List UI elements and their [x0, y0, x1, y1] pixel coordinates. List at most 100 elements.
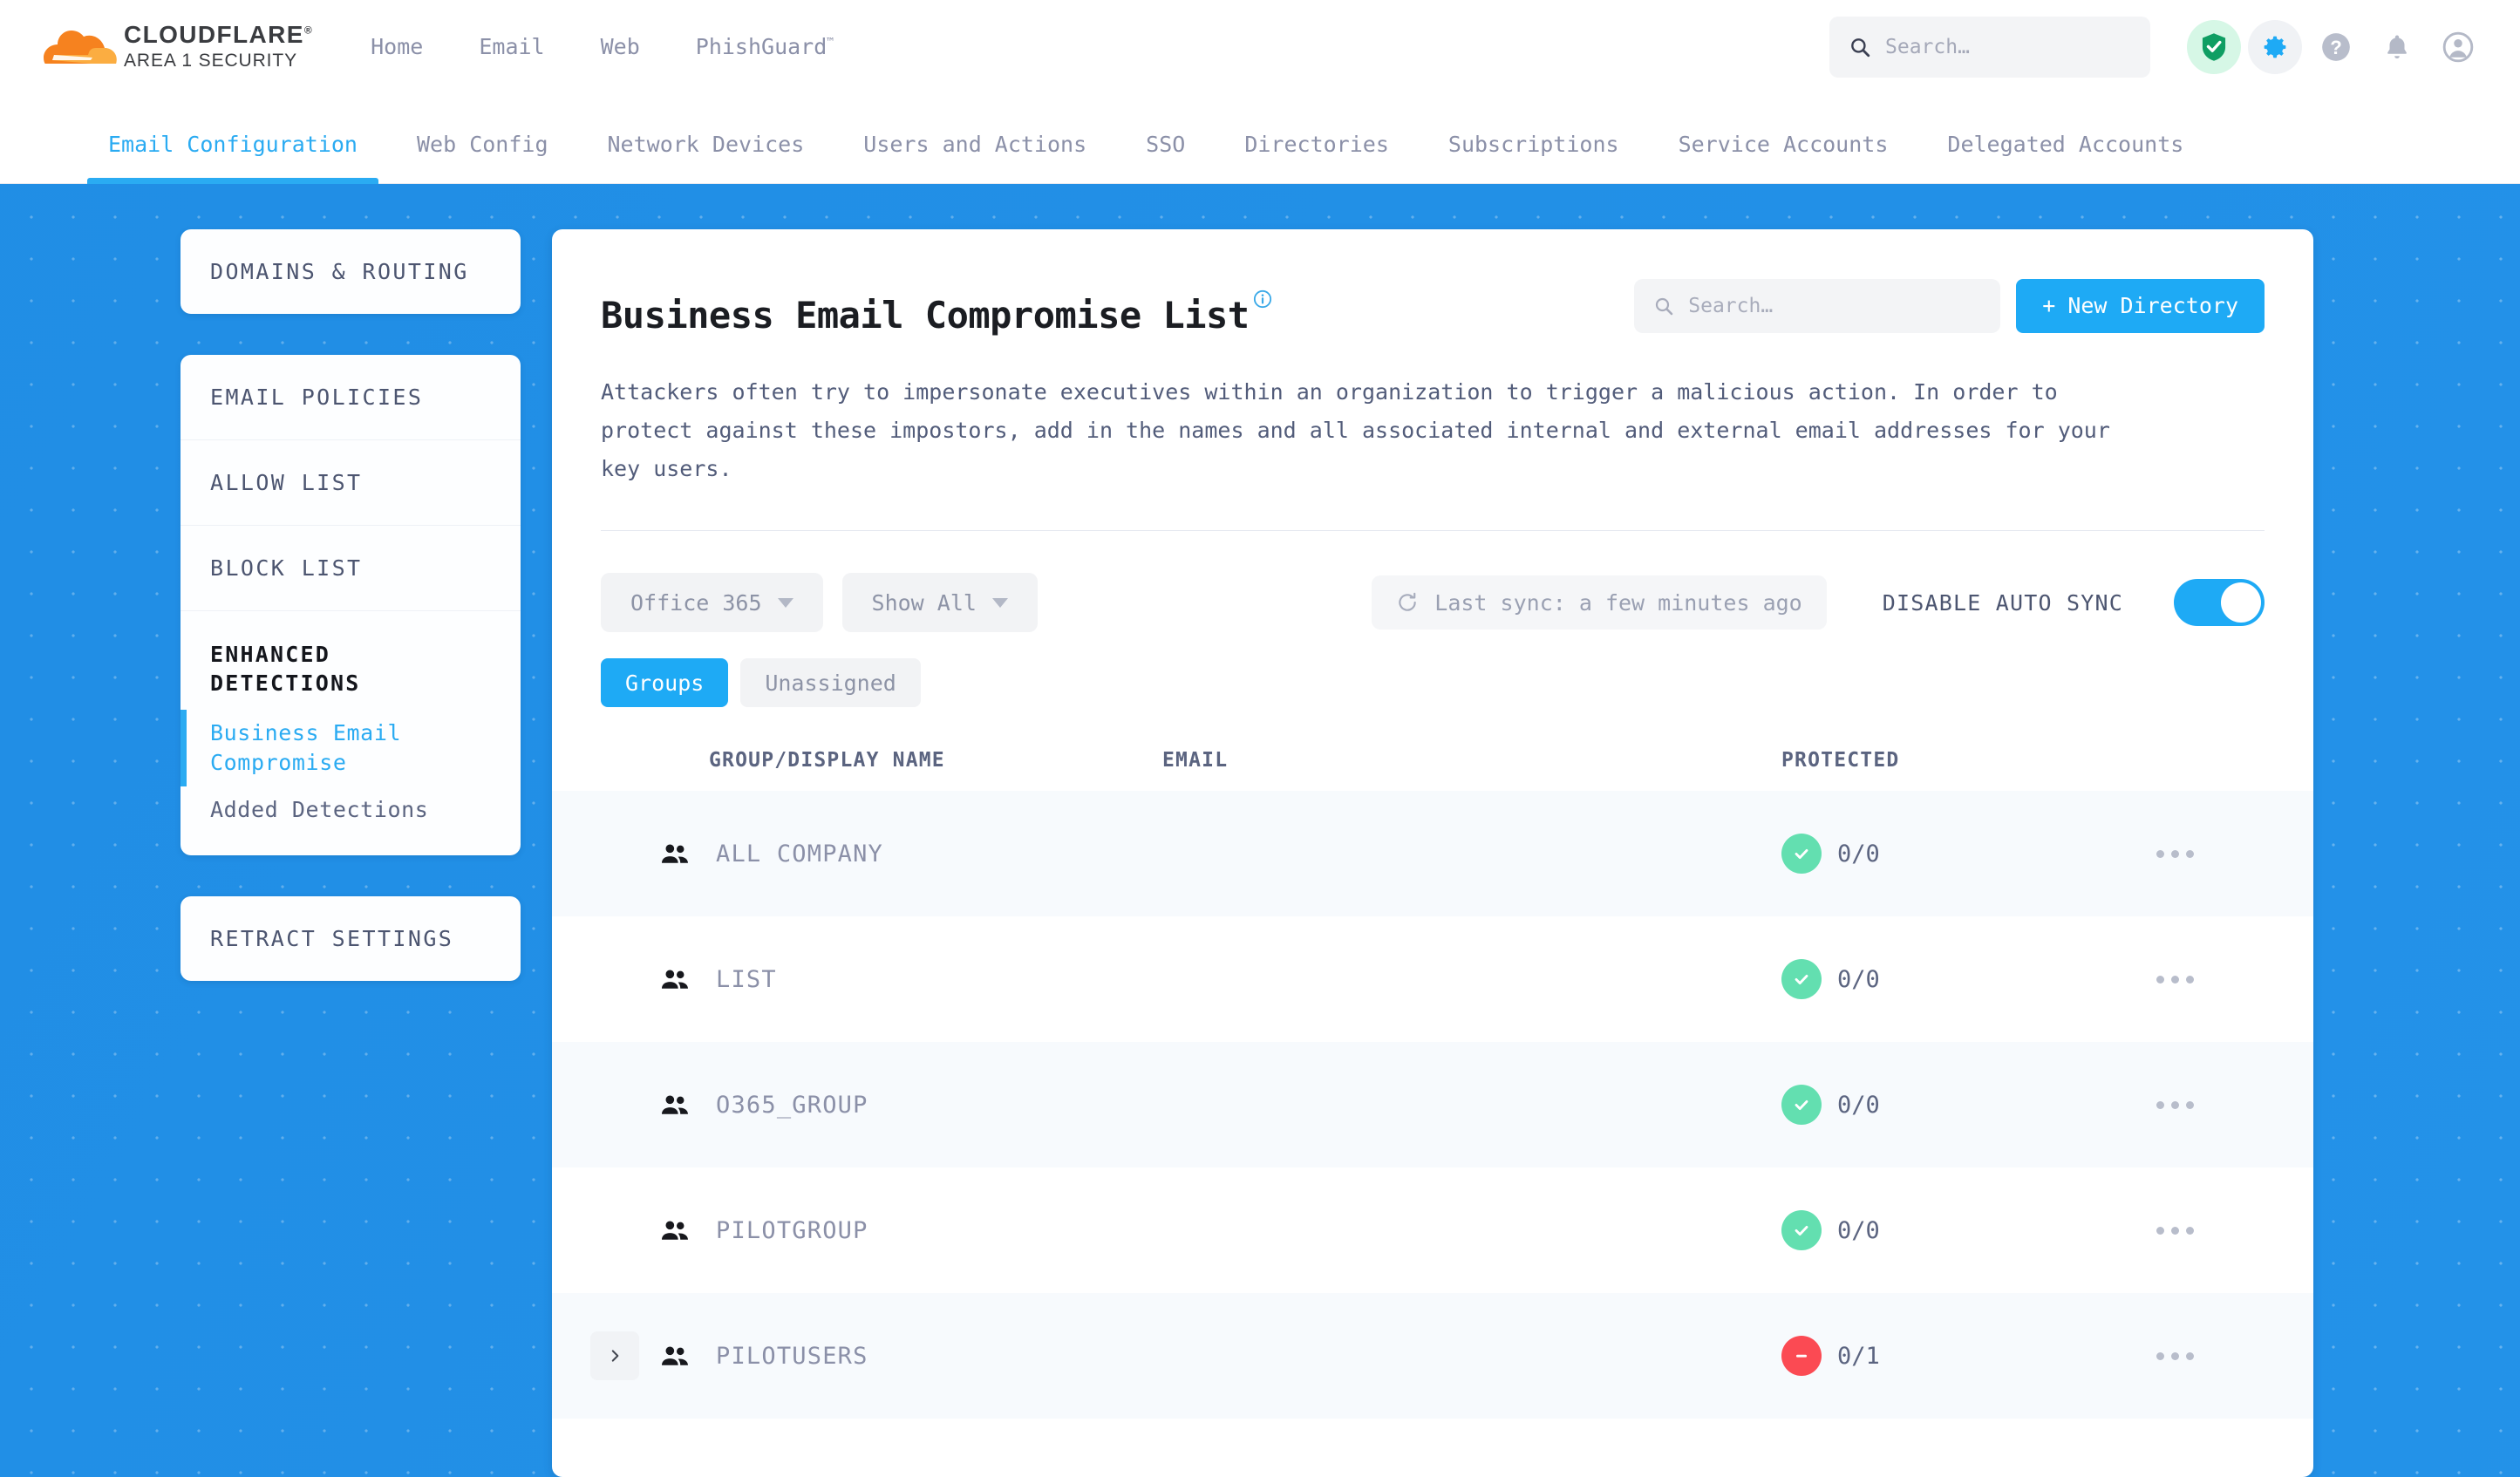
page-body: DOMAINS & ROUTING EMAIL POLICIES ALLOW L… [0, 184, 2520, 1477]
row-protected-value: 0/0 [1837, 965, 1880, 993]
filter-controls: Office 365 Show All Last sync: a few min… [552, 531, 2313, 632]
account-icon[interactable] [2431, 20, 2485, 74]
expand-row-button[interactable] [590, 1331, 639, 1380]
account-glyph [2442, 31, 2474, 62]
cloudflare-cloud-icon [44, 31, 117, 65]
chevron-down-icon [991, 597, 1008, 608]
tab-email-configuration[interactable]: Email Configuration [87, 132, 378, 184]
sidebar-item-block-list[interactable]: BLOCK LIST [180, 526, 521, 611]
sidebar-item-business-email-compromise[interactable]: Business Email Compromise [180, 710, 521, 786]
gear-icon[interactable] [2248, 19, 2302, 74]
tab-users-and-actions[interactable]: Users and Actions [863, 132, 1087, 157]
table-row[interactable]: ALL COMPANY 0/0 [552, 791, 2313, 916]
trademark-symbol: ™ [827, 36, 834, 50]
table-row[interactable]: O365_GROUP 0/0 [552, 1042, 2313, 1167]
shield-check-icon[interactable] [2187, 19, 2241, 74]
topnav-item-web[interactable]: Web [600, 34, 640, 59]
tab-subscriptions[interactable]: Subscriptions [1447, 132, 1619, 157]
auto-sync-toggle[interactable] [2174, 579, 2265, 626]
refresh-icon [1399, 592, 1417, 611]
trademark-symbol: ® [303, 24, 314, 37]
sidebar-card-domains: DOMAINS & ROUTING [180, 229, 521, 314]
sidebar-group-enhanced-detections: ENHANCED DETECTIONS [210, 642, 361, 696]
help-icon[interactable]: ? [2309, 20, 2363, 74]
topnav-item-phishguard[interactable]: PhishGuard™ [695, 34, 834, 59]
provider-select-value: Office 365 [630, 589, 762, 616]
check-icon [1795, 975, 1808, 984]
last-sync-button[interactable]: Last sync: a few minutes ago [1372, 575, 1827, 630]
toggle-knob [2221, 582, 2261, 623]
tab-network-devices[interactable]: Network Devices [607, 132, 805, 157]
table-row[interactable]: PILOTUSERS 0/1 [552, 1293, 2313, 1419]
tab-service-accounts[interactable]: Service Accounts [1678, 132, 1889, 157]
column-header-email: EMAIL [1162, 749, 1229, 772]
row-menu-icon[interactable] [2156, 1226, 2194, 1235]
sidebar-card-policies: EMAIL POLICIES ALLOW LIST BLOCK LIST ENH… [180, 355, 521, 856]
cloudflare-logo[interactable]: CLOUDFLARE® AREA 1 SECURITY [38, 22, 313, 71]
row-actions [2148, 1351, 2313, 1360]
row-group-name: LIST [716, 965, 777, 993]
help-glyph: ? [2322, 32, 2350, 61]
status-badge-ok [1781, 959, 1822, 999]
group-people-icon [661, 1346, 689, 1365]
sidebar-item-added-detections[interactable]: Added Detections [210, 796, 429, 822]
panel-description: Attackers often try to impersonate execu… [601, 379, 2110, 481]
row-menu-icon[interactable] [2156, 849, 2194, 858]
bell-glyph [2387, 35, 2407, 58]
search-icon [1851, 37, 1870, 57]
last-sync-text: Last sync: a few minutes ago [1434, 589, 1802, 616]
new-directory-button[interactable]: + New Directory [2016, 278, 2265, 333]
info-glyph [1253, 289, 1271, 309]
group-people-icon [661, 1221, 689, 1240]
minus-icon [1796, 1354, 1807, 1358]
row-protected: 0/1 [1781, 1336, 2148, 1376]
row-menu-icon[interactable] [2156, 975, 2194, 984]
shield-glyph [2202, 32, 2226, 61]
tab-web-config[interactable]: Web Config [416, 132, 548, 157]
row-menu-icon[interactable] [2156, 1100, 2194, 1109]
status-badge-ok [1781, 834, 1822, 874]
chevron-down-icon [777, 597, 793, 608]
show-select[interactable]: Show All [841, 573, 1038, 632]
row-actions [2148, 1100, 2313, 1109]
tab-unassigned[interactable]: Unassigned [740, 658, 921, 707]
table-body: ALL COMPANY 0/0 [552, 791, 2313, 1419]
sidebar-item-domains-routing[interactable]: DOMAINS & ROUTING [210, 259, 469, 284]
panel-search-box[interactable]: Search… [1634, 278, 2001, 333]
group-people-icon [661, 970, 689, 989]
table-row[interactable]: PILOTGROUP 0/0 [552, 1167, 2313, 1293]
tab-directories[interactable]: Directories [1244, 132, 1389, 157]
sub-navigation: Email Configuration Web Config Network D… [0, 93, 2520, 184]
topnav-item-home[interactable]: Home [371, 34, 424, 59]
group-people-icon [661, 844, 689, 863]
bell-icon[interactable] [2370, 20, 2424, 74]
top-navigation: Home Email Web PhishGuard™ [343, 25, 862, 68]
disable-auto-sync-label: DISABLE AUTO SYNC [1882, 589, 2123, 616]
svg-text:?: ? [2330, 36, 2342, 58]
global-search-placeholder: Search… [1885, 35, 1970, 58]
row-menu-icon[interactable] [2156, 1351, 2194, 1360]
column-header-name: GROUP/DISPLAY NAME [709, 749, 945, 772]
group-people-icon [661, 1095, 689, 1114]
tab-sso[interactable]: SSO [1146, 132, 1186, 157]
topnav-item-email[interactable]: Email [479, 34, 545, 59]
panel-search-placeholder: Search… [1688, 294, 1774, 317]
row-group-name: ALL COMPANY [716, 840, 884, 868]
search-icon [1656, 297, 1673, 315]
table-row[interactable]: LIST 0/0 [552, 916, 2313, 1042]
plus-icon: + [2042, 293, 2056, 318]
sidebar-item-allow-list[interactable]: ALLOW LIST [180, 440, 521, 526]
check-icon [1795, 1100, 1808, 1110]
row-actions [2148, 975, 2313, 984]
sidebar-item-email-policies[interactable]: EMAIL POLICIES [180, 355, 521, 440]
tab-groups[interactable]: Groups [601, 658, 729, 707]
provider-select[interactable]: Office 365 [601, 573, 823, 632]
info-icon[interactable] [1253, 275, 1272, 317]
top-bar: CLOUDFLARE® AREA 1 SECURITY Home Email W… [0, 0, 2520, 93]
column-header-protected: PROTECTED [1781, 749, 1900, 772]
chevron-right-icon [611, 1350, 619, 1362]
global-search-box[interactable]: Search… [1829, 16, 2150, 78]
sidebar-item-retract-settings[interactable]: RETRACT SETTINGS [210, 926, 454, 952]
tab-delegated-accounts[interactable]: Delegated Accounts [1947, 132, 2184, 157]
brand-product: AREA 1 SECURITY [124, 50, 298, 71]
